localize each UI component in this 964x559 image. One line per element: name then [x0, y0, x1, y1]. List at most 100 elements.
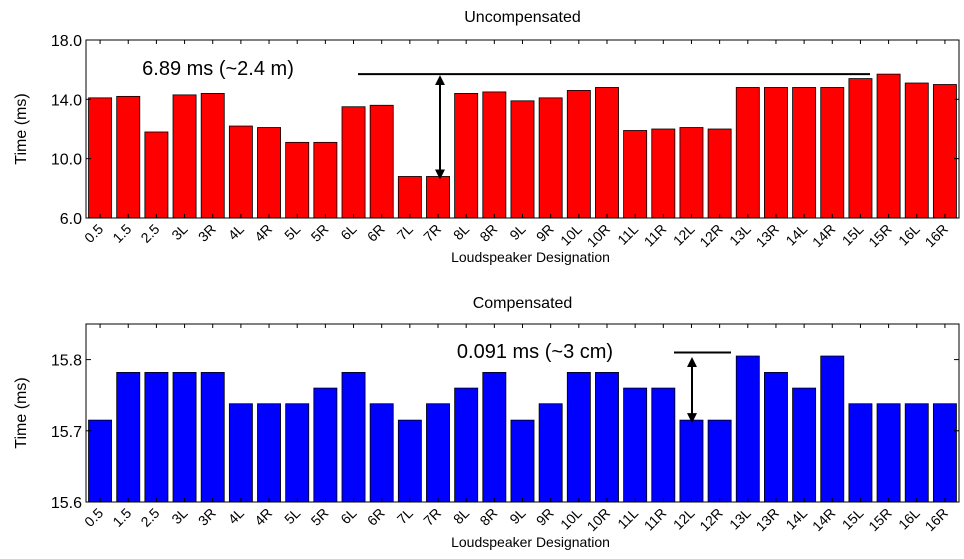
x-tick-label-15R: 15R	[865, 221, 894, 250]
x-tick-label-5L: 5L	[281, 505, 303, 527]
bar-4R	[257, 403, 281, 503]
x-tick-label-7R: 7R	[420, 221, 444, 245]
x-tick-label-5R: 5R	[308, 505, 332, 529]
x-tick-label-0.5: 0.5	[81, 505, 106, 530]
x-axis-label: Loudspeaker Designation	[451, 249, 610, 265]
x-tick-label-15L: 15L	[839, 505, 867, 533]
bar-14L	[792, 87, 817, 219]
x-tick-label-1.5: 1.5	[109, 221, 134, 246]
x-tick-label-13L: 13L	[726, 221, 754, 249]
bar-9L	[510, 419, 535, 503]
x-tick-label-3L: 3L	[168, 221, 190, 243]
bar-0.5	[88, 419, 113, 503]
x-tick-label-14R: 14R	[809, 221, 838, 250]
bar-5R	[313, 141, 338, 219]
y-axis-label: Time (ms)	[13, 377, 30, 448]
x-tick-label-4R: 4R	[251, 505, 275, 529]
bar-4R	[257, 127, 281, 219]
x-tick-label-3R: 3R	[195, 505, 219, 529]
x-tick-label-8L: 8L	[450, 221, 472, 243]
bar-13L	[735, 355, 760, 503]
chart-title: Uncompensated	[464, 9, 581, 26]
y-tick-label: 15.6	[51, 495, 82, 512]
bar-15L	[848, 403, 873, 503]
bar-10L	[566, 372, 591, 503]
bar-16L	[904, 82, 929, 219]
x-tick-label-3L: 3L	[168, 505, 190, 527]
bar-14R	[820, 355, 845, 503]
y-tick-label: 10.0	[51, 152, 82, 169]
bar-15R	[876, 403, 901, 503]
bar-11R	[651, 128, 676, 219]
bar-7L	[397, 419, 422, 503]
x-tick-label-2.5: 2.5	[137, 221, 162, 246]
x-tick-label-2.5: 2.5	[137, 505, 162, 530]
bar-6R	[369, 104, 394, 219]
x-tick-label-8L: 8L	[450, 505, 472, 527]
x-tick-label-15R: 15R	[865, 505, 894, 534]
bar-14L	[792, 387, 817, 503]
y-tick-label: 15.7	[51, 424, 82, 441]
bar-10R	[595, 87, 619, 219]
x-tick-label-9R: 9R	[533, 221, 557, 245]
x-tick-label-6R: 6R	[364, 221, 388, 245]
y-tick-label: 14.0	[51, 92, 82, 109]
x-tick-label-12L: 12L	[670, 221, 698, 249]
bar-15L	[848, 78, 873, 219]
x-tick-label-11R: 11R	[641, 505, 670, 534]
x-tick-label-5L: 5L	[281, 221, 303, 243]
x-tick-label-11R: 11R	[641, 221, 670, 250]
bar-12R	[707, 419, 732, 503]
x-tick-label-11L: 11L	[614, 221, 641, 248]
x-tick-label-8R: 8R	[476, 221, 500, 245]
bar-2.5	[144, 131, 169, 219]
x-tick-label-12L: 12L	[670, 505, 698, 533]
chart-title: Compensated	[473, 295, 573, 312]
x-tick-label-12R: 12R	[696, 221, 725, 250]
x-tick-label-10R: 10R	[584, 505, 613, 534]
x-tick-label-3R: 3R	[195, 221, 219, 245]
bar-12L	[679, 127, 704, 219]
x-tick-label-13L: 13L	[726, 505, 754, 533]
annotation-text: 6.89 ms (~2.4 m)	[142, 58, 294, 80]
bar-0.5	[88, 97, 113, 219]
bar-4L	[228, 125, 253, 219]
bar-1.5	[116, 95, 141, 219]
x-tick-label-7R: 7R	[420, 505, 444, 529]
x-tick-label-14L: 14L	[782, 221, 810, 249]
bar-5R	[313, 387, 338, 503]
bar-4L	[228, 403, 253, 503]
y-tick-label: 15.8	[51, 353, 82, 370]
x-tick-label-16R: 16R	[922, 221, 951, 250]
x-tick-label-16L: 16L	[895, 221, 923, 249]
y-axis-label: Time (ms)	[13, 93, 30, 164]
annotation-text: 0.091 ms (~3 cm)	[457, 341, 613, 363]
x-tick-label-5R: 5R	[308, 221, 332, 245]
bar-16R	[932, 403, 957, 503]
bar-15R	[876, 73, 901, 219]
x-tick-label-6L: 6L	[337, 505, 359, 527]
x-tick-label-14L: 14L	[782, 505, 810, 533]
x-tick-label-1.5: 1.5	[109, 505, 134, 530]
x-tick-label-12R: 12R	[696, 505, 725, 534]
x-tick-label-4L: 4L	[225, 221, 247, 243]
bar-8R	[482, 91, 507, 219]
bar-9R	[538, 97, 563, 219]
x-tick-label-7L: 7L	[394, 505, 416, 527]
x-tick-label-6R: 6R	[364, 505, 388, 529]
x-tick-label-9R: 9R	[533, 505, 557, 529]
bar-11R	[651, 387, 676, 503]
bar-3L	[172, 94, 197, 219]
x-tick-label-13R: 13R	[753, 221, 782, 250]
x-tick-label-13R: 13R	[753, 505, 782, 534]
bar-3L	[172, 372, 197, 503]
bar-13R	[764, 87, 788, 219]
x-tick-label-10L: 10L	[557, 505, 585, 533]
bar-5L	[285, 403, 310, 503]
bar-9L	[510, 100, 535, 219]
bar-11L	[623, 387, 648, 503]
bar-12R	[707, 128, 732, 219]
x-axis-label: Loudspeaker Designation	[451, 534, 610, 550]
x-tick-label-14R: 14R	[809, 505, 838, 534]
